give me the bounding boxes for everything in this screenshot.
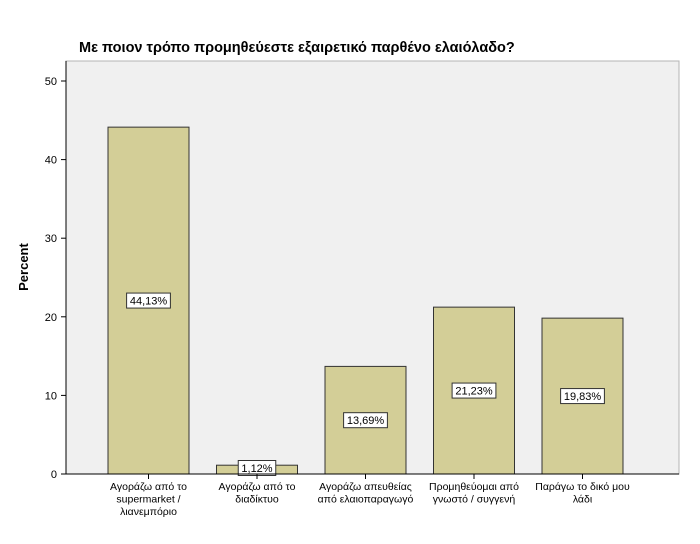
y-tick-label: 50	[45, 76, 57, 88]
data-label-box	[560, 388, 605, 405]
x-tick-label: λάδι	[573, 494, 593, 506]
x-tick-label: γνωστό / συγγενή	[433, 494, 516, 506]
bars-layer: 44,13% 1,12% 13,69% 21,23% 19,83%	[107, 126, 624, 476]
data-label-box	[451, 382, 497, 399]
data-label-box	[126, 292, 171, 309]
x-tick-label: Αγοράζω από το	[219, 481, 296, 493]
y-tick-label: 10	[45, 390, 57, 402]
x-tick-label: Αγοράζω απευθείας	[319, 481, 412, 493]
x-tick-label: Παράγω το δικό μου	[535, 481, 630, 493]
data-label: 44,13%	[130, 296, 168, 308]
x-tick-label: Αγοράζω από το	[110, 481, 187, 493]
x-tick-label: διαδίκτυο	[235, 494, 279, 506]
data-label: 1,12%	[241, 463, 272, 475]
y-tick-label: 0	[51, 469, 57, 481]
data-label: 21,23%	[455, 386, 493, 398]
y-axis-label: Percent	[16, 242, 31, 290]
data-label: 13,69%	[347, 415, 385, 427]
y-tick-label: 20	[45, 312, 57, 324]
x-tick-label: supermarket /	[116, 494, 180, 506]
x-tick-label: Προμηθεύομαι από	[429, 481, 519, 493]
y-tick-label: 40	[45, 155, 57, 167]
x-tick-label: λιανεμπόριο	[120, 506, 177, 518]
chart-title: Με ποιον τρόπο προμηθεύεστε εξαιρετικό π…	[79, 40, 515, 56]
data-label-box	[343, 412, 388, 429]
x-tick-label: από ελαιοπαραγωγό	[318, 494, 414, 506]
data-label: 19,83%	[564, 391, 602, 403]
y-tick-label: 30	[45, 233, 57, 245]
